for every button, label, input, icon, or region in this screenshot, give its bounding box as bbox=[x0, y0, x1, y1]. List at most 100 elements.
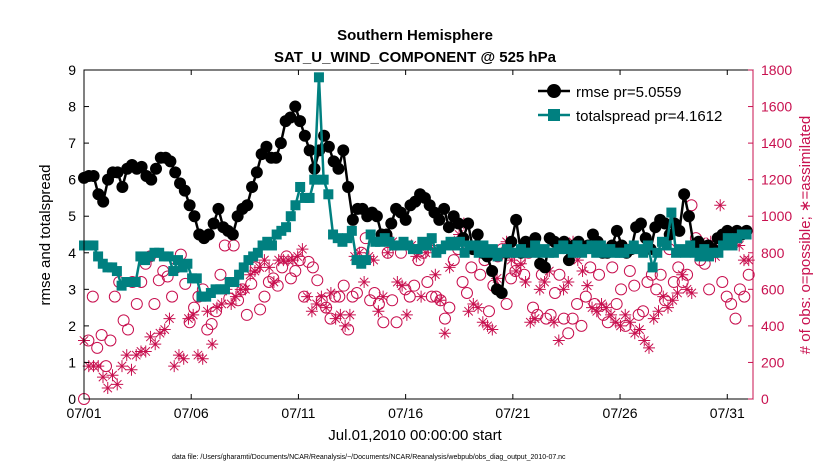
obs-possible-point bbox=[337, 279, 350, 292]
rmse-point bbox=[87, 170, 100, 183]
totalspread-point bbox=[191, 273, 202, 284]
obs-possible-point bbox=[738, 290, 751, 303]
obs-assimilated-point bbox=[685, 286, 698, 299]
obs-possible-point bbox=[271, 279, 284, 292]
chart-subtitle: SAT_U_WIND_COMPONENT @ 525 hPa bbox=[274, 49, 557, 66]
obs-assimilated-point bbox=[548, 316, 561, 329]
obs-possible-point bbox=[703, 283, 716, 296]
obs-possible-point bbox=[615, 283, 628, 296]
obs-possible-point bbox=[390, 316, 403, 329]
obs-assimilated-point bbox=[396, 279, 409, 292]
totalspread-point bbox=[525, 247, 536, 258]
obs-possible-point bbox=[148, 297, 161, 310]
rmse-point bbox=[241, 199, 254, 212]
rmse-point bbox=[202, 228, 215, 241]
x-tick-label: 07/06 bbox=[174, 405, 209, 421]
totalspread-point bbox=[741, 229, 752, 240]
obs-assimilated-point bbox=[367, 254, 380, 267]
obs-possible-point bbox=[571, 297, 584, 310]
x-tick-label: 07/21 bbox=[495, 405, 530, 421]
obs-possible-point bbox=[593, 268, 606, 281]
totalspread-point bbox=[172, 255, 183, 266]
y2-tick-label: 1000 bbox=[761, 208, 792, 224]
obs-assimilated-point bbox=[519, 276, 532, 289]
legend-rmse-label: rmse pr=5.0559 bbox=[576, 84, 681, 101]
totalspread-point bbox=[182, 258, 193, 269]
y-tick-label: 5 bbox=[68, 208, 76, 224]
rmse-point bbox=[183, 199, 196, 212]
rmse-point bbox=[250, 166, 263, 179]
totalspread-point bbox=[422, 240, 433, 251]
obs-assimilated-point bbox=[628, 327, 641, 340]
rmse-point bbox=[510, 213, 523, 226]
rmse-point bbox=[322, 140, 335, 153]
obs-possible-point bbox=[364, 294, 377, 307]
rmse-point bbox=[486, 265, 499, 278]
rmse-point bbox=[226, 228, 239, 241]
obs-possible-point bbox=[716, 276, 729, 289]
obs-possible-point bbox=[566, 312, 579, 325]
obs-assimilated-point bbox=[153, 327, 166, 340]
totalspread-point bbox=[234, 269, 245, 280]
rmse-point bbox=[274, 137, 287, 150]
rmse-point bbox=[246, 180, 259, 193]
rmse-point bbox=[116, 180, 129, 193]
totalspread-point bbox=[473, 247, 484, 258]
obs-possible-point bbox=[108, 290, 121, 303]
obs-assimilated-point bbox=[248, 265, 261, 278]
obs-assimilated-point bbox=[106, 369, 119, 382]
obs-possible-point bbox=[254, 303, 267, 316]
obs-assimilated-point bbox=[429, 268, 442, 281]
obs-possible-point bbox=[553, 268, 566, 281]
obs-assimilated-point bbox=[415, 290, 428, 303]
legend-spread-marker bbox=[548, 109, 560, 121]
rmse-point bbox=[610, 224, 623, 237]
obs-assimilated-point bbox=[462, 305, 475, 318]
legend: rmse pr=5.0559 totalspread pr=4.1612 bbox=[530, 78, 748, 128]
obs-assimilated-point bbox=[196, 352, 209, 365]
rmse-point bbox=[145, 173, 158, 186]
y-tick-label: 0 bbox=[68, 391, 76, 407]
rmse-point bbox=[673, 224, 686, 237]
obs-possible-point bbox=[725, 297, 738, 310]
totalspread-point bbox=[219, 284, 230, 295]
obs-possible-point bbox=[95, 329, 108, 342]
obs-assimilated-point bbox=[158, 323, 171, 336]
obs-assimilated-point bbox=[96, 371, 109, 384]
x-axis: 07/01 07/06 07/11 07/16 07/21 07/26 07/31 bbox=[66, 70, 745, 421]
x-tick-label: 07/16 bbox=[388, 405, 423, 421]
totalspread-point bbox=[111, 266, 122, 277]
obs-assimilated-point bbox=[676, 268, 689, 281]
obs-possible-point bbox=[562, 327, 575, 340]
totalspread-point bbox=[567, 247, 578, 258]
obs-possible-point bbox=[544, 308, 557, 321]
totalspread-point bbox=[727, 240, 738, 251]
obs-possible-point bbox=[438, 312, 451, 325]
obs-possible-point bbox=[311, 274, 324, 287]
obs-assimilated-point bbox=[510, 265, 523, 278]
obs-assimilated-point bbox=[191, 349, 204, 362]
obs-assimilated-point bbox=[130, 349, 143, 362]
obs-possible-point bbox=[240, 308, 253, 321]
y-axis-left: 0 1 2 3 4 5 6 7 8 9 bbox=[68, 62, 89, 407]
obs-possible-point bbox=[91, 341, 104, 354]
obs-possible-point bbox=[342, 323, 355, 336]
obs-assimilated-point bbox=[168, 360, 181, 373]
obs-possible-point bbox=[333, 290, 346, 303]
totalspread-point bbox=[365, 229, 376, 240]
obs-assimilated-point bbox=[666, 294, 679, 307]
obs-possible-point bbox=[650, 283, 663, 296]
obs-possible-point bbox=[474, 268, 487, 281]
rmse-point bbox=[385, 217, 398, 230]
obs-possible-point bbox=[289, 265, 302, 278]
obs-assimilated-point bbox=[172, 349, 185, 362]
obs-possible-point bbox=[527, 301, 540, 314]
totalspread-point bbox=[454, 236, 465, 247]
obs-assimilated-point bbox=[410, 250, 423, 263]
totalspread-point bbox=[469, 240, 480, 251]
totalspread-point bbox=[478, 240, 489, 251]
obs-assimilated-point bbox=[149, 338, 162, 351]
obs-assimilated-point bbox=[182, 312, 195, 325]
rmse-point bbox=[433, 213, 446, 226]
